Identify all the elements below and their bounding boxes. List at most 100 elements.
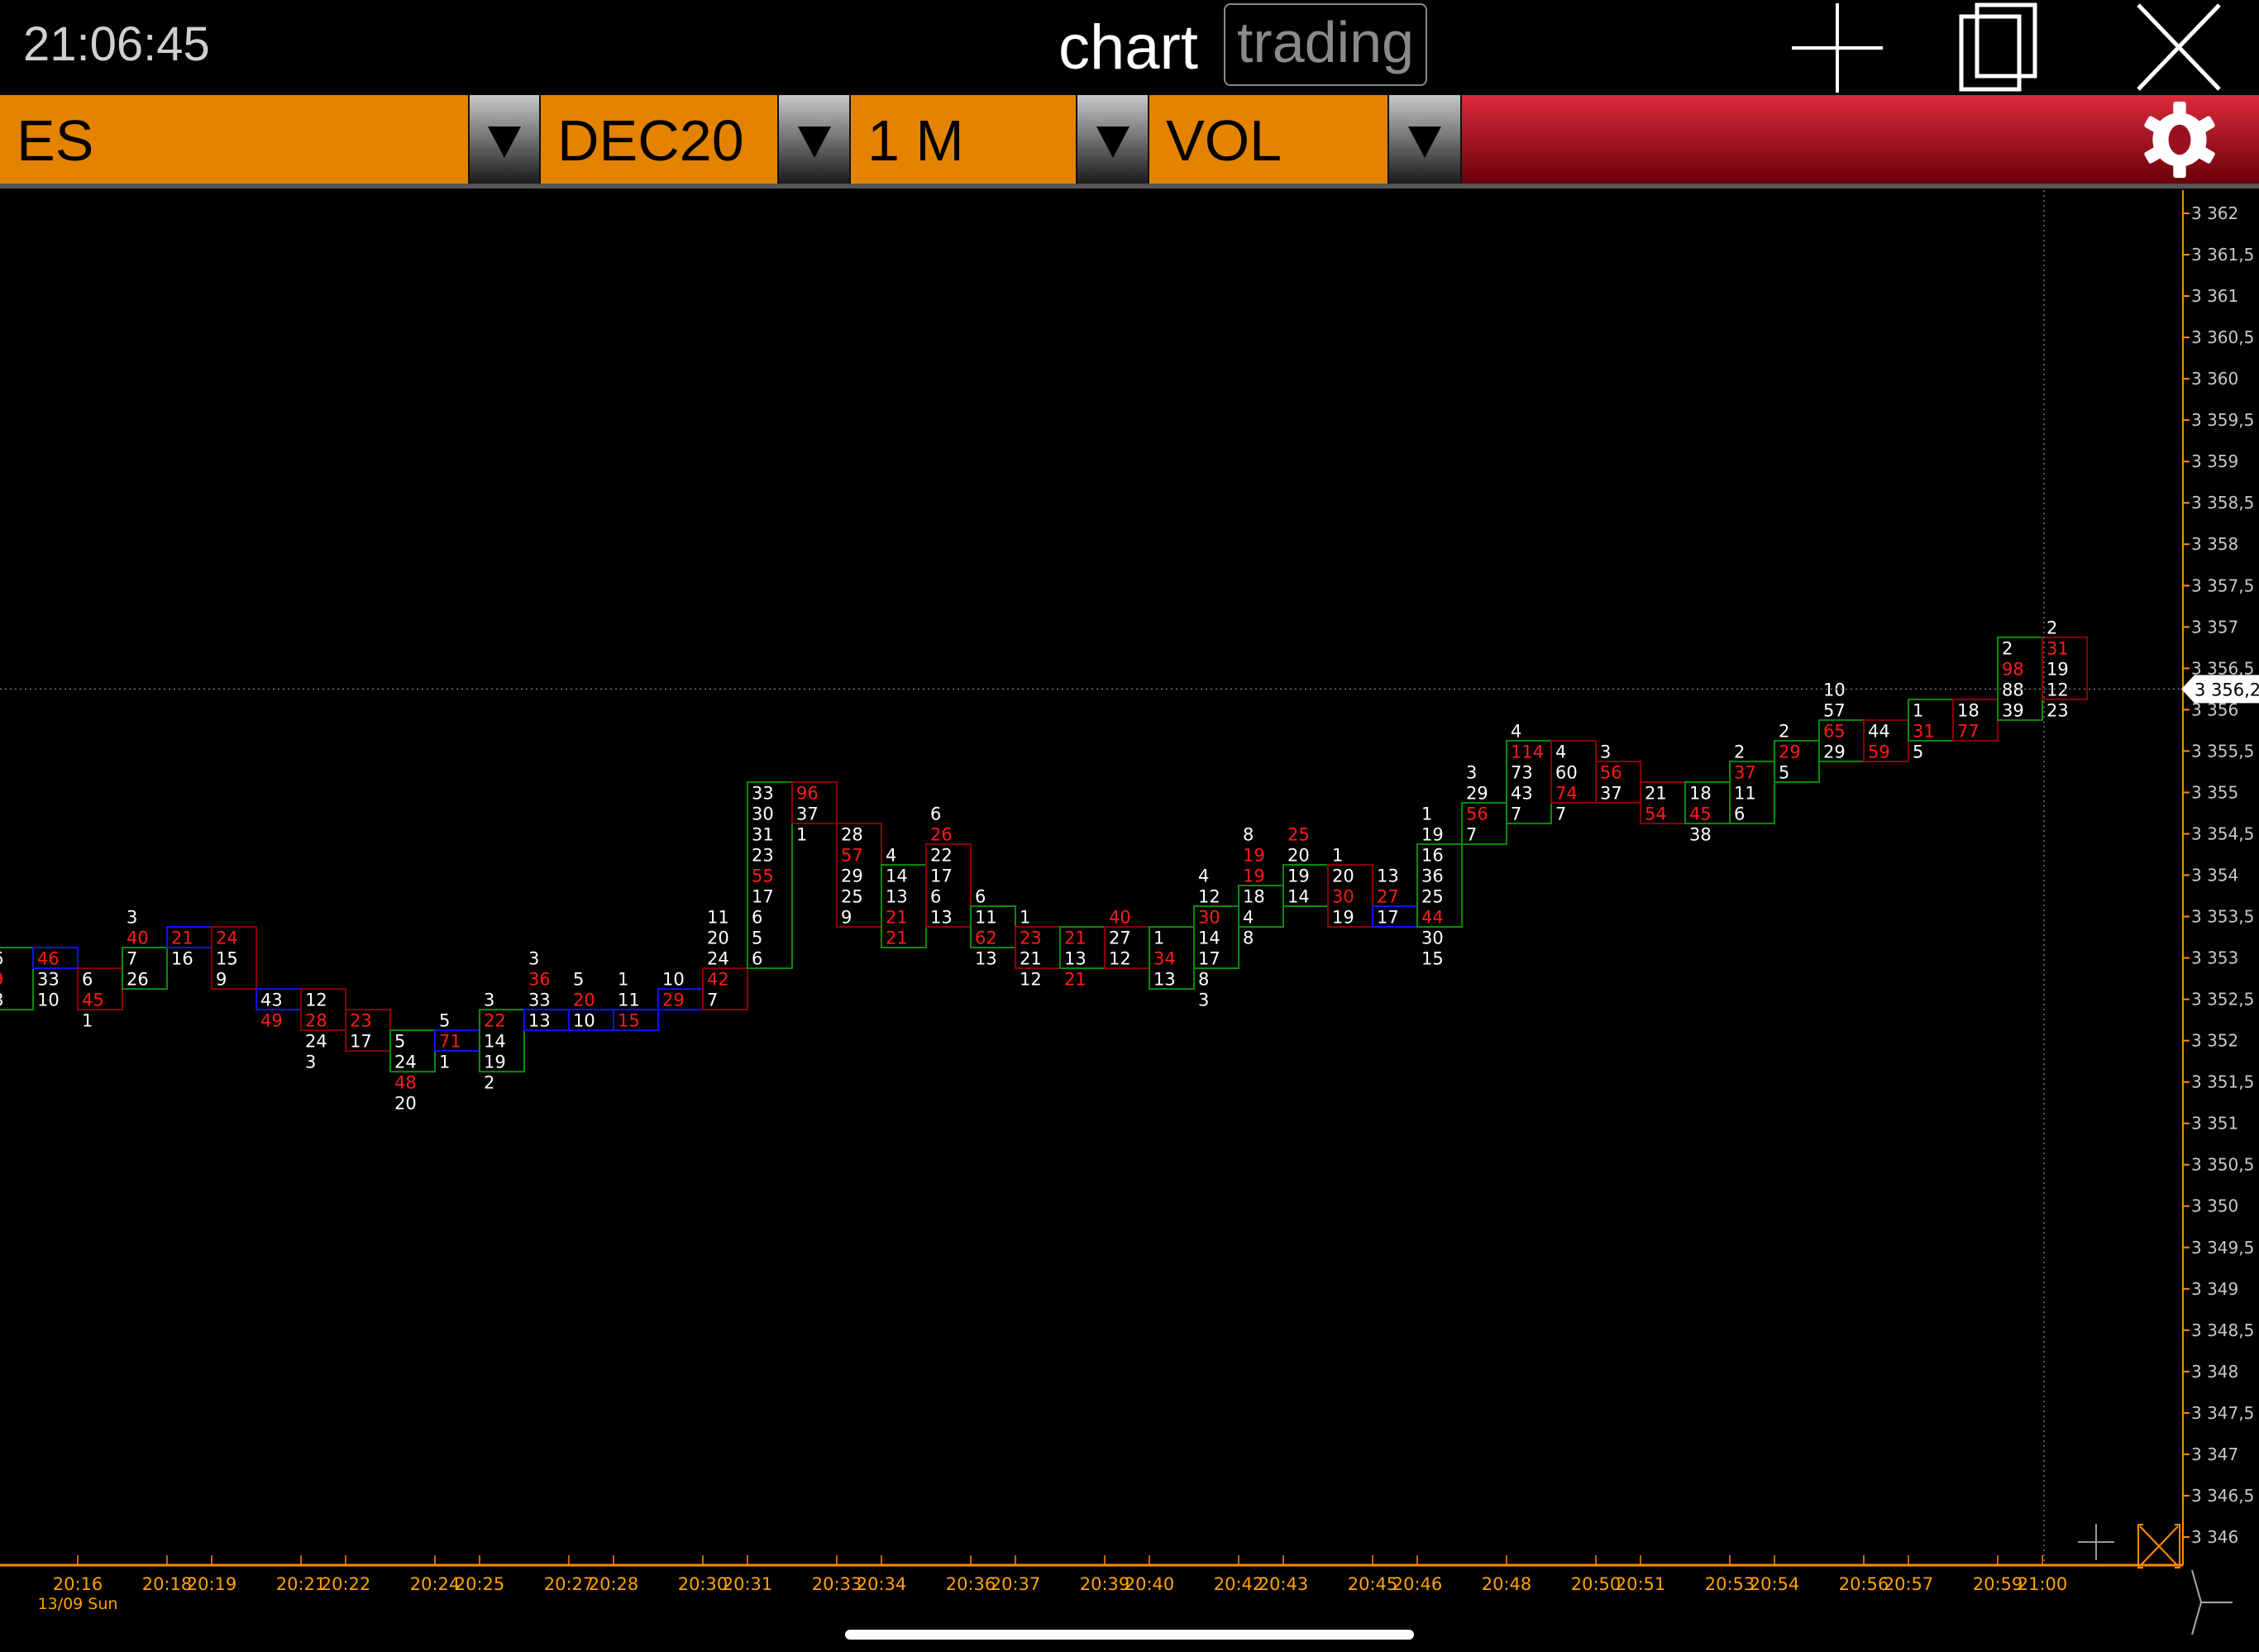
volume-cell: 8 bbox=[0, 991, 3, 1010]
tab-trading[interactable]: trading bbox=[1224, 3, 1427, 86]
volume-cell: 1 bbox=[1421, 804, 1432, 824]
price-tick-label: 3 351,5 bbox=[2191, 1072, 2254, 1092]
candle-body-box bbox=[1327, 863, 1373, 929]
volume-cell: 11 bbox=[1734, 783, 1756, 803]
scroll-to-latest-icon[interactable] bbox=[2191, 1569, 2233, 1635]
footprint-column: 698 bbox=[0, 947, 34, 1011]
volume-cell: 10 bbox=[1823, 680, 1846, 699]
volume-cell: 25 bbox=[1287, 824, 1310, 844]
volume-cell: 1 bbox=[439, 1053, 450, 1072]
volume-cell: 2 bbox=[2002, 638, 2013, 658]
candle-body-box bbox=[613, 1009, 659, 1032]
candle-body-box bbox=[925, 843, 972, 929]
gear-icon[interactable] bbox=[2140, 100, 2219, 179]
volume-cell: 34 bbox=[1153, 949, 1176, 969]
volume-cell: 38 bbox=[1689, 824, 1712, 844]
volume-cell: 10 bbox=[662, 970, 685, 990]
volume-cell: 26 bbox=[930, 824, 953, 844]
contract-field[interactable]: DEC20 bbox=[541, 95, 777, 184]
volume-cell: 11 bbox=[707, 908, 729, 928]
volume-cell: 21 bbox=[1064, 970, 1087, 990]
home-indicator[interactable] bbox=[845, 1630, 1414, 1640]
volume-cell: 12 bbox=[1109, 949, 1131, 969]
volume-cell: 3 bbox=[1600, 742, 1611, 762]
time-tick-label: 20:45 bbox=[1348, 1574, 1398, 1594]
volume-cell: 14 bbox=[1198, 929, 1220, 948]
crosshair-tool-icon[interactable] bbox=[2078, 1524, 2114, 1560]
mode-field[interactable]: VOL bbox=[1149, 95, 1387, 184]
volume-cell: 19 bbox=[1421, 824, 1444, 844]
volume-cell: 2 bbox=[1779, 721, 1789, 741]
time-tick-label: 20:34 bbox=[857, 1574, 907, 1594]
volume-cell: 29 bbox=[662, 991, 685, 1010]
volume-cell: 3 bbox=[127, 908, 137, 928]
windows-icon[interactable] bbox=[1958, 2, 2049, 94]
close-icon[interactable] bbox=[2133, 2, 2224, 94]
expand-icon[interactable] bbox=[2137, 1524, 2180, 1568]
price-tick-label: 3 350,5 bbox=[2191, 1155, 2254, 1175]
time-tick-label: 20:28 bbox=[589, 1574, 639, 1594]
volume-cell: 9 bbox=[0, 970, 3, 990]
volume-cell: 1 bbox=[1153, 929, 1164, 948]
volume-cell: 20 bbox=[1287, 845, 1310, 865]
volume-cell: 29 bbox=[1466, 783, 1488, 803]
timeframe-dropdown-button[interactable] bbox=[1076, 95, 1149, 184]
date-label: 13/09 Sun bbox=[38, 1595, 118, 1613]
volume-cell: 4 bbox=[1511, 721, 1521, 741]
volume-cell: 56 bbox=[1466, 804, 1488, 824]
volume-cell: 13 bbox=[1153, 970, 1176, 990]
contract-dropdown-button[interactable] bbox=[777, 95, 851, 184]
volume-cell: 1 bbox=[1020, 908, 1030, 928]
timeframe-field[interactable]: 1 M bbox=[851, 95, 1076, 184]
price-tick-label: 3 347,5 bbox=[2191, 1403, 2254, 1423]
volume-cell: 30 bbox=[1198, 908, 1220, 928]
expand-shape bbox=[2137, 1524, 2180, 1568]
price-tick-label: 3 361,5 bbox=[2191, 245, 2254, 265]
price-tick-label: 3 356 bbox=[2191, 699, 2238, 719]
symbol-dropdown-button[interactable] bbox=[468, 95, 541, 184]
volume-cell: 25 bbox=[1421, 886, 1444, 906]
mode-dropdown-button[interactable] bbox=[1387, 95, 1462, 184]
clock: 21:06:45 bbox=[23, 17, 210, 71]
volume-cell: 31 bbox=[1913, 721, 1935, 741]
volume-cell: 19 bbox=[1287, 866, 1310, 886]
time-tick-label: 20:25 bbox=[455, 1574, 505, 1594]
time-tick-label: 20:33 bbox=[812, 1574, 862, 1594]
time-tick-label: 20:40 bbox=[1125, 1574, 1175, 1594]
price-tick-label: 3 360,5 bbox=[2191, 327, 2254, 347]
candle-body-box bbox=[791, 781, 838, 824]
volume-cell: 13 bbox=[1377, 866, 1399, 886]
symbol-field[interactable]: ES bbox=[0, 95, 468, 184]
volume-cell: 1 bbox=[618, 970, 628, 990]
time-tick-label: 20:50 bbox=[1571, 1574, 1621, 1594]
time-tick-label: 20:54 bbox=[1750, 1574, 1800, 1594]
plus-icon[interactable] bbox=[1790, 2, 1885, 94]
volume-cell: 5 bbox=[752, 929, 762, 948]
volume-cell: 31 bbox=[752, 824, 774, 844]
volume-cell: 98 bbox=[2002, 659, 2024, 679]
tab-chart[interactable]: chart bbox=[1058, 12, 1198, 83]
candle-body-box bbox=[702, 967, 748, 1011]
volume-cell: 88 bbox=[2002, 680, 2024, 699]
volume-cell: 57 bbox=[1823, 700, 1846, 720]
volume-cell: 48 bbox=[394, 1073, 417, 1093]
volume-cell: 31 bbox=[2046, 638, 2069, 658]
volume-cell: 33 bbox=[37, 970, 60, 990]
volume-cell: 8 bbox=[1243, 929, 1254, 948]
